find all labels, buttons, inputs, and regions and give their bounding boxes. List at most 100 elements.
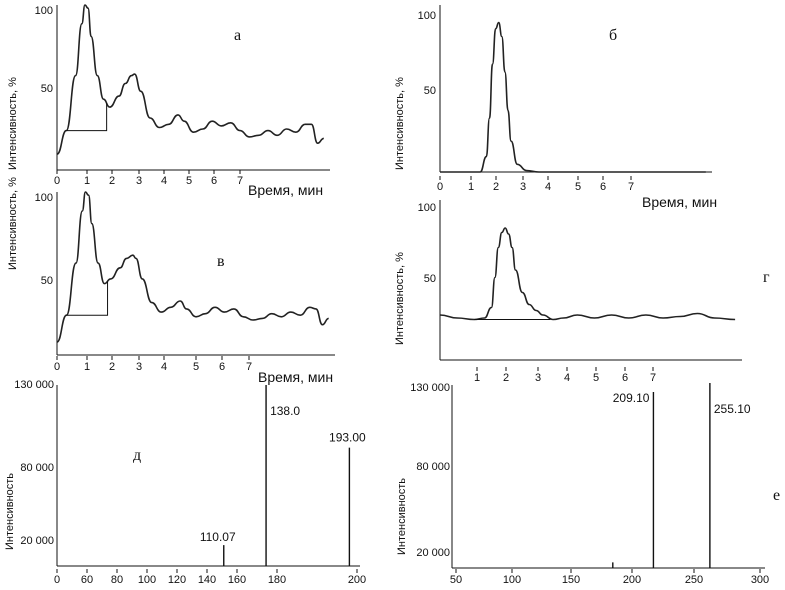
- y-tick-label: 130 000: [410, 382, 450, 394]
- x-tick-label: 200: [348, 574, 366, 586]
- x-tick-label: 60: [81, 574, 93, 586]
- x-tick-label: 7: [237, 175, 243, 187]
- x-tick-label: 5: [575, 181, 581, 193]
- x-tick-label: 120: [168, 574, 186, 586]
- x-tick-label: 5: [186, 175, 192, 187]
- panel-a-series-line: [56, 4, 324, 155]
- panel-b-series-line: [439, 21, 706, 173]
- x-tick-label: 2: [493, 181, 499, 193]
- x-tick-label: 3: [136, 361, 142, 373]
- peak-label: 193.00: [329, 431, 366, 445]
- y-tick-label: 130 000: [14, 379, 54, 391]
- panel-d-chromatogram: Интенсивность, % г 50 100 1 2 3 4 5 6 7: [394, 200, 770, 384]
- panel-b-x-ticks: 0 1 2 3 4 5 6 7: [437, 176, 634, 193]
- panel-f-x-ticks: 50 100 150 200 250 300: [450, 569, 769, 586]
- x-tick-label: 1: [84, 361, 90, 373]
- x-tick-label: 200: [623, 574, 641, 586]
- y-tick-label: 50: [424, 273, 436, 285]
- y-tick-label: 50: [41, 275, 53, 287]
- panel-a-x-ticks: 0 1 2 3 4 5 6 7: [54, 170, 243, 187]
- panel-e-peaks: 110.07 138.0 193.00: [200, 385, 366, 566]
- x-tick-label: 4: [564, 372, 570, 384]
- panel-b-letter: б: [609, 27, 617, 44]
- panel-c-ylabel: Интенсивность, %: [7, 177, 19, 270]
- x-tick-label: 1: [84, 175, 90, 187]
- panel-c-chromatogram: Интенсивность, % Время, мин в 50 100 0 1 2 3…: [7, 177, 335, 385]
- x-tick-label: 0: [437, 181, 443, 193]
- panel-e-letter: д: [133, 447, 141, 464]
- panel-d-letter: г: [763, 269, 770, 286]
- x-tick-label: 1: [474, 372, 480, 384]
- x-tick-label: 100: [138, 574, 156, 586]
- x-tick-label: 3: [535, 372, 541, 384]
- peak-label: 138.0: [270, 404, 300, 418]
- peak-label: 110.07: [200, 530, 236, 544]
- panel-d-y-ticks: 50 100: [418, 202, 436, 285]
- x-tick-label: 2: [503, 372, 509, 384]
- panel-e-x-ticks: 0 60 80 100 120 140 160 180 200: [54, 569, 366, 586]
- x-tick-label: 4: [161, 175, 167, 187]
- x-tick-label: 7: [246, 361, 252, 373]
- panel-f-y-ticks: 20 000 80 000 130 000: [410, 382, 450, 559]
- panel-d-baseline-box: [474, 318, 551, 320]
- y-tick-label: 80 000: [416, 461, 450, 473]
- panel-f-mass-spectrum: Интенсивность е 20 000 80 000 130 000 50 10…: [396, 382, 780, 586]
- panel-e-ylabel: Интенсивность: [4, 473, 16, 550]
- panel-b-ylabel: Интенсивность, %: [394, 77, 406, 170]
- panel-a-ylabel: Интенсивность, %: [7, 77, 19, 170]
- panel-a-baseline-box: [66, 103, 108, 132]
- x-tick-label: 3: [136, 175, 142, 187]
- peak-label: 209.10: [613, 391, 650, 405]
- x-tick-label: 7: [628, 181, 634, 193]
- panel-a-letter: а: [234, 27, 241, 44]
- y-tick-label: 50: [424, 85, 436, 97]
- x-tick-label: 250: [685, 574, 703, 586]
- x-tick-label: 5: [193, 361, 199, 373]
- panel-f-ylabel: Интенсивность: [396, 478, 408, 555]
- panel-c-letter: в: [217, 253, 225, 270]
- panel-e-y-ticks: 20 000 80 000 130 000: [14, 379, 54, 547]
- y-tick-label: 20 000: [20, 535, 54, 547]
- panel-c-y-ticks: 50 100: [35, 192, 53, 287]
- panel-f-peaks: 209.10 255.10: [612, 383, 751, 568]
- x-tick-label: 4: [161, 361, 167, 373]
- panel-c-xlabel: Время, мин: [258, 369, 333, 385]
- x-tick-label: 1: [468, 181, 474, 193]
- panel-a-y-ticks: 50 100: [35, 5, 53, 95]
- panel-d-series-line: [439, 227, 736, 321]
- panel-e-mass-spectrum: Интенсивность д 20 000 80 000 130 000 0 60 8…: [4, 379, 366, 586]
- x-tick-label: 160: [228, 574, 246, 586]
- x-tick-label: 80: [111, 574, 123, 586]
- y-tick-label: 100: [35, 192, 53, 204]
- y-tick-label: 100: [418, 10, 436, 22]
- x-tick-label: 6: [219, 361, 225, 373]
- x-tick-label: 0: [54, 574, 60, 586]
- x-tick-label: 50: [450, 574, 462, 586]
- peak-label: 255.10: [714, 402, 751, 416]
- x-tick-label: 6: [622, 372, 628, 384]
- panel-b-y-ticks: 50 100: [418, 10, 436, 97]
- x-tick-label: 180: [268, 574, 286, 586]
- x-tick-label: 6: [600, 181, 606, 193]
- x-tick-label: 2: [109, 361, 115, 373]
- x-tick-label: 5: [593, 372, 599, 384]
- x-tick-label: 300: [751, 574, 769, 586]
- y-tick-label: 20 000: [416, 547, 450, 559]
- x-tick-label: 6: [211, 175, 217, 187]
- x-tick-label: 3: [520, 181, 526, 193]
- x-tick-label: 7: [650, 372, 656, 384]
- x-tick-label: 0: [54, 361, 60, 373]
- panel-c-x-ticks: 0 1 2 3 4 5 6 7: [54, 356, 252, 373]
- panel-d-x-ticks: 1 2 3 4 5 6 7: [474, 367, 656, 384]
- panel-d-ylabel: Интенсивность, %: [394, 252, 406, 345]
- x-tick-label: 4: [545, 181, 551, 193]
- x-tick-label: 100: [503, 574, 521, 586]
- panel-f-letter: е: [773, 487, 780, 504]
- y-tick-label: 50: [41, 83, 53, 95]
- panel-a-chromatogram: Интенсивность, % Время, мин а 50 100 0 1 2 3…: [7, 4, 330, 198]
- y-tick-label: 100: [418, 202, 436, 214]
- x-tick-label: 150: [562, 574, 580, 586]
- y-tick-label: 80 000: [20, 462, 54, 474]
- panel-c-series-line: [56, 191, 329, 343]
